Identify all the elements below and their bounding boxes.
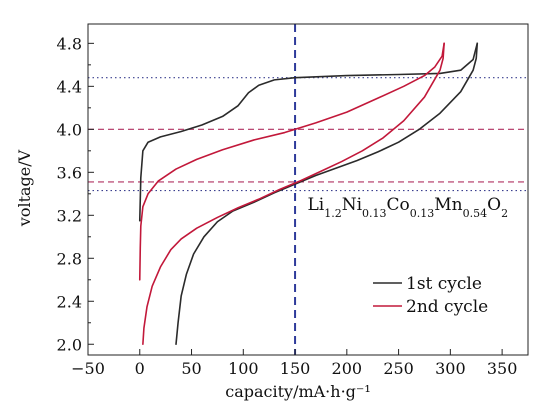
- legend-label-2nd-cycle: 2nd cycle: [406, 297, 488, 317]
- legend: 1st cycle 2nd cycle: [373, 274, 488, 317]
- x-tick-label: 0: [135, 359, 145, 378]
- legend-label-1st-cycle: 1st cycle: [406, 274, 482, 294]
- x-tick-label: 350: [487, 359, 518, 378]
- y-tick-label: 3.2: [57, 206, 82, 225]
- x-axis-title: capacity/mA·h·g⁻¹: [225, 382, 371, 401]
- y-tick-label: 4.0: [57, 120, 82, 139]
- y-tick-label: 2.4: [57, 292, 82, 311]
- series-2-discharge-line: [142, 42, 445, 346]
- x-tick-label: 100: [228, 359, 259, 378]
- y-tick-label: 4.4: [57, 77, 82, 96]
- series-1-discharge-line: [175, 42, 479, 346]
- plot-frame: [87, 23, 529, 356]
- series-layer: [138, 42, 479, 346]
- composition-label: Li1.2Ni0.13Co0.13Mn0.54O2: [307, 195, 508, 220]
- y-axis-title: voltage/V: [15, 149, 34, 227]
- series-2-charge-line: [138, 42, 445, 281]
- x-tick-label: 150: [280, 359, 311, 378]
- x-tick-label: −50: [71, 359, 105, 378]
- axis-ticks: [87, 42, 503, 355]
- y-tick-label: 2.8: [57, 249, 82, 268]
- y-tick-label: 3.6: [57, 163, 82, 182]
- y-tick-label: 4.8: [57, 34, 82, 53]
- x-tick-label: 50: [181, 359, 201, 378]
- x-tick-labels: −50 0 50 100 150 200 250 300 350: [71, 359, 517, 378]
- x-tick-label: 300: [435, 359, 466, 378]
- y-tick-label: 2.0: [57, 335, 82, 354]
- y-tick-labels: 2.0 2.4 2.8 3.2 3.6 4.0 4.4 4.8: [57, 34, 82, 354]
- x-tick-label: 200: [332, 359, 363, 378]
- reference-lines: [88, 24, 528, 355]
- composition-formula: Li1.2Ni0.13Co0.13Mn0.54O2: [307, 195, 508, 220]
- x-tick-label: 250: [383, 359, 414, 378]
- series-1-charge-line: [138, 42, 479, 222]
